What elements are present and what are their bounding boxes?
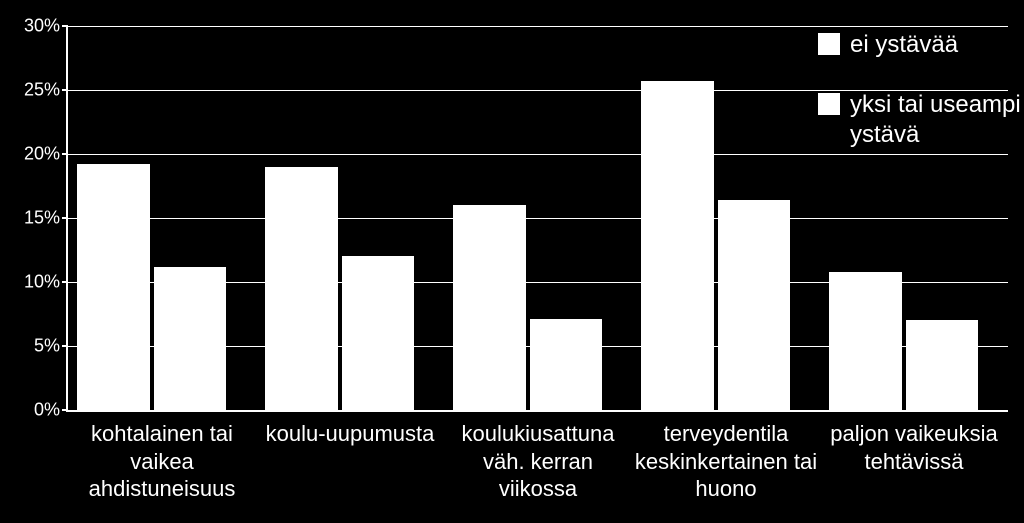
bar [641,81,714,410]
bar [829,272,902,410]
bar [77,164,150,410]
bar [906,320,979,410]
bar [530,319,603,410]
gridline [68,218,1008,219]
y-tick-mark [62,153,68,155]
y-tick-mark [62,217,68,219]
legend-label: yksi tai useampiystävä [850,90,1021,150]
y-tick-mark [62,345,68,347]
x-category-label: paljon vaikeuksiatehtävissä [820,420,1008,475]
bar [453,205,526,410]
legend-swatch [818,93,840,115]
bar [265,167,338,410]
y-tick-label: 10% [24,272,60,293]
legend-item: ei ystävää [818,30,1021,60]
legend-swatch [818,33,840,55]
y-tick-label: 25% [24,80,60,101]
bar-chart: 0% 5% 10% 15% 20% 25% 30% kohtalainen taivaikea… [0,0,1024,523]
y-tick-label: 0% [34,400,60,421]
bar [718,200,791,410]
y-tick-mark [62,25,68,27]
bar [154,267,227,410]
y-tick-label: 5% [34,336,60,357]
x-category-label: terveydentilakeskinkertainen taihuono [632,420,820,503]
x-category-label: koulukiusattunaväh. kerran viikossa [444,420,632,503]
gridline [68,154,1008,155]
legend-label: ei ystävää [850,30,958,60]
y-tick-mark [62,281,68,283]
x-category-label: kohtalainen taivaikeaahdistuneisuus [68,420,256,503]
y-tick-label: 20% [24,144,60,165]
y-tick-label: 15% [24,208,60,229]
bar [342,256,415,410]
x-category-label: koulu-uupumusta [256,420,444,448]
legend: ei ystävää yksi tai useampiystävä [818,30,1021,150]
gridline [68,26,1008,27]
legend-item: yksi tai useampiystävä [818,90,1021,150]
y-tick-label: 30% [24,16,60,37]
y-tick-mark [62,89,68,91]
y-tick-mark [62,409,68,411]
